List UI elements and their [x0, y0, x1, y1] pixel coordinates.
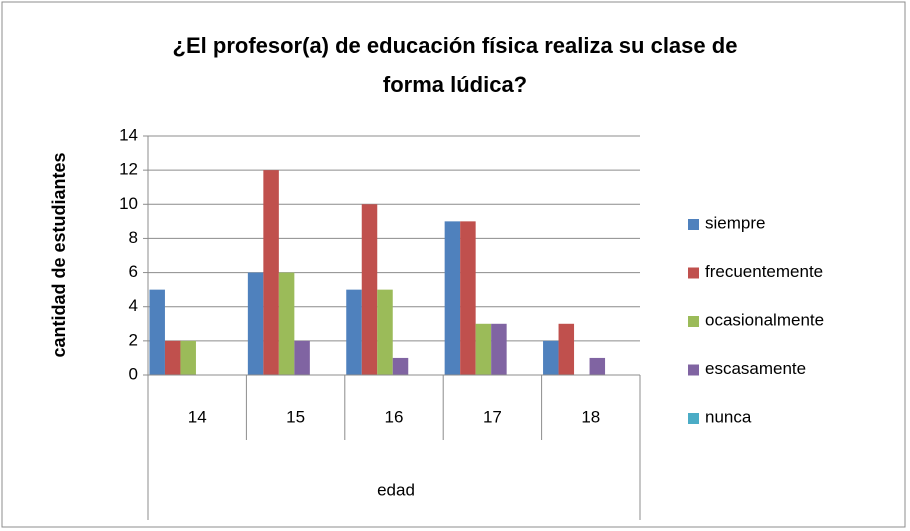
legend-label: frecuentemente [705, 262, 823, 281]
y-axis-title: cantidad de estudiantes [49, 152, 69, 357]
bar [346, 289, 362, 375]
y-tick-label: 4 [129, 296, 138, 315]
bar [361, 204, 378, 375]
chart-title: ¿El profesor(a) de educación física real… [173, 33, 738, 58]
bar [589, 357, 606, 375]
legend-label: escasamente [705, 359, 806, 378]
legend-swatch [688, 316, 699, 327]
bar [392, 357, 409, 375]
bar [460, 221, 476, 375]
y-tick-label: 6 [129, 262, 138, 281]
bar [377, 289, 393, 375]
y-tick-label: 0 [129, 364, 138, 383]
bar [543, 340, 559, 375]
y-tick-label: 2 [129, 330, 138, 349]
x-tick-label: 15 [286, 407, 305, 426]
legend-swatch [688, 219, 699, 230]
x-tick-label: 16 [385, 407, 404, 426]
x-tick-label: 14 [188, 407, 207, 426]
x-axis-title: edad [377, 480, 415, 499]
bar [444, 221, 461, 375]
bar [263, 170, 279, 375]
bar [247, 272, 264, 375]
y-tick-label: 12 [119, 160, 138, 179]
legend-swatch [688, 267, 699, 279]
legend-label: nunca [705, 407, 752, 426]
bar [491, 323, 507, 375]
bar [149, 289, 165, 375]
bar [278, 272, 295, 375]
bar [180, 340, 196, 375]
bar [294, 340, 310, 375]
chart-title: forma lúdica? [383, 72, 527, 97]
bar [558, 323, 575, 375]
y-tick-label: 14 [119, 125, 138, 144]
legend-label: siempre [705, 213, 765, 232]
x-tick-label: 18 [581, 407, 600, 426]
x-tick-label: 17 [483, 407, 502, 426]
legend-label: ocasionalmente [705, 310, 824, 329]
y-tick-label: 10 [119, 194, 138, 213]
legend-swatch [688, 413, 699, 424]
bar [475, 323, 492, 375]
bar [164, 340, 181, 375]
legend-swatch [688, 364, 699, 376]
y-tick-label: 8 [129, 228, 138, 247]
